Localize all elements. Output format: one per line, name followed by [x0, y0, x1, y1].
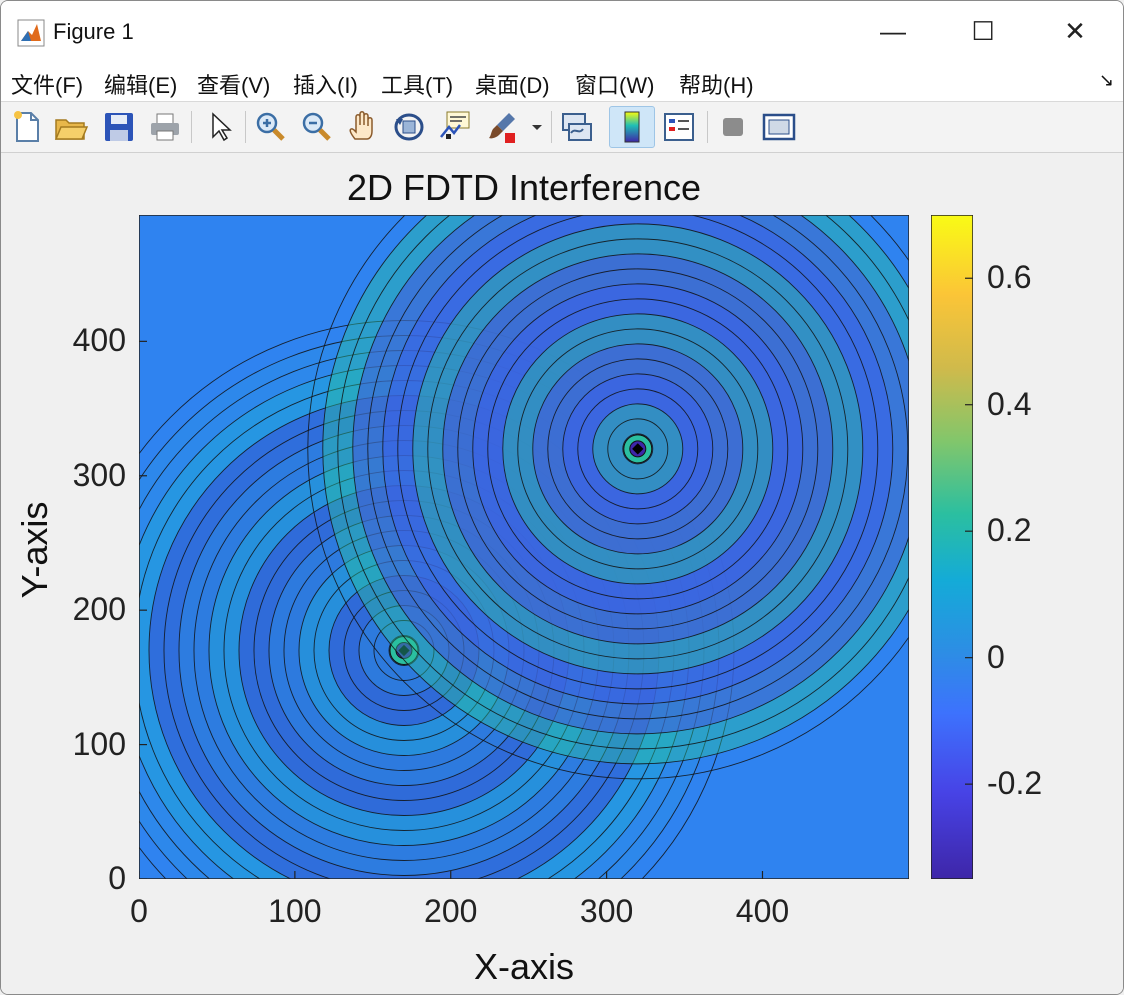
contour-line: [367, 215, 909, 720]
menu-insert[interactable]: 插入(I): [293, 73, 358, 98]
y-tick-label: 200: [72, 591, 126, 628]
menu-help[interactable]: 帮助(H): [679, 73, 754, 98]
figure-canvas: 2D FDTD Interference Y-axis: [1, 153, 1123, 994]
contour-line: [397, 215, 879, 690]
contour-line: [223, 470, 585, 831]
x-tick-label: 0: [130, 893, 148, 929]
y-tick-label: 0: [108, 860, 126, 896]
contour-line: [427, 238, 849, 660]
contour-line: [547, 358, 729, 540]
x-tick-label: 400: [735, 893, 790, 929]
legend-icon[interactable]: [661, 109, 697, 145]
rotate-3d-icon[interactable]: [391, 109, 427, 145]
colorbar-tick-label: 0.2: [987, 512, 1032, 549]
minimize-button[interactable]: —: [880, 15, 906, 46]
colorbar-icon: [624, 111, 640, 143]
menu-bar: 文件(F) 编辑(E) 查看(V) 插入(I) 工具(T) 桌面(D) 窗口(W…: [1, 61, 1123, 102]
contour-line: [337, 215, 909, 750]
menu-file[interactable]: 文件(F): [11, 73, 84, 98]
x-tick-label: 300: [579, 893, 634, 929]
maximize-button[interactable]: ☐: [971, 15, 995, 46]
new-figure-icon[interactable]: [9, 109, 45, 145]
contour-line: [487, 298, 789, 600]
open-file-icon[interactable]: [53, 109, 89, 145]
contour-line: [313, 560, 495, 741]
link-plot-icon[interactable]: [559, 109, 595, 145]
y-tick-label: 400: [72, 322, 126, 359]
x-axis-label: X-axis: [473, 946, 575, 987]
contour-line: [373, 620, 435, 681]
y-tick-label: 100: [72, 725, 126, 762]
print-icon[interactable]: [147, 109, 183, 145]
contour-line: [139, 380, 675, 879]
source-point-marker: [398, 644, 410, 657]
toolbar-separator: [707, 111, 708, 143]
colorbar-tick-label: -0.2: [987, 765, 1043, 802]
figure-toolbar: [1, 102, 1123, 153]
y-axis-label: Y-axis: [14, 501, 55, 599]
toolbar-separator: [191, 111, 192, 143]
matlab-logo-icon: [17, 19, 45, 47]
y-tick-label: 300: [72, 456, 126, 493]
colorbar-toggle-button[interactable]: [609, 106, 655, 148]
toolbar-separator: [245, 111, 246, 143]
title-bar: Figure 1 — ☐ ✕: [1, 1, 1123, 61]
colorbar-tick-label: 0.4: [987, 385, 1032, 422]
hide-plot-tools-icon[interactable]: [715, 109, 751, 145]
contour-line: [343, 590, 465, 711]
x-tick-label: 100: [268, 893, 322, 929]
pan-hand-icon[interactable]: [345, 109, 381, 145]
contour-line: [322, 215, 909, 765]
contour-line: [577, 388, 699, 510]
contour-line: [193, 440, 615, 861]
colorbar-tick-label: 0.6: [987, 259, 1032, 296]
brush-icon[interactable]: [485, 109, 521, 145]
menu-window[interactable]: 窗口(W): [575, 73, 655, 98]
contour-line: [253, 500, 555, 801]
zoom-in-icon[interactable]: [253, 109, 289, 145]
chevron-down-icon[interactable]: [529, 109, 545, 145]
plot-title: 2D FDTD Interference: [346, 167, 702, 208]
close-button[interactable]: ✕: [1064, 15, 1086, 46]
colorbar[interactable]: [931, 215, 973, 879]
save-icon[interactable]: [101, 109, 137, 145]
menu-view[interactable]: 查看(V): [197, 73, 271, 98]
contour-line: [139, 320, 735, 879]
contour-plot-axes[interactable]: [139, 215, 909, 879]
contour-line: [607, 418, 669, 480]
dock-arrow-icon[interactable]: ↘: [1099, 70, 1115, 90]
contour-line: [283, 530, 525, 771]
window-title: Figure 1: [53, 19, 134, 44]
contour-line: [457, 268, 819, 630]
x-tick-label: 200: [424, 893, 478, 929]
contour-line: [139, 335, 720, 879]
contour-line: [163, 410, 645, 879]
contour-line: [307, 215, 909, 780]
data-cursor-icon[interactable]: [437, 109, 473, 145]
zoom-out-icon[interactable]: [299, 109, 335, 145]
contour-line: [352, 215, 909, 735]
colorbar-tick-label: 0: [987, 638, 1005, 675]
contour-line: [517, 328, 759, 570]
menu-desktop[interactable]: 桌面(D): [475, 73, 550, 98]
contour-line: [139, 350, 705, 879]
toolbar-separator: [551, 111, 552, 143]
select-pointer-icon[interactable]: [201, 109, 237, 145]
show-plot-tools-icon[interactable]: [761, 109, 797, 145]
menu-edit[interactable]: 编辑(E): [104, 73, 178, 98]
source-point-marker: [632, 443, 644, 455]
menu-tools[interactable]: 工具(T): [381, 73, 454, 98]
